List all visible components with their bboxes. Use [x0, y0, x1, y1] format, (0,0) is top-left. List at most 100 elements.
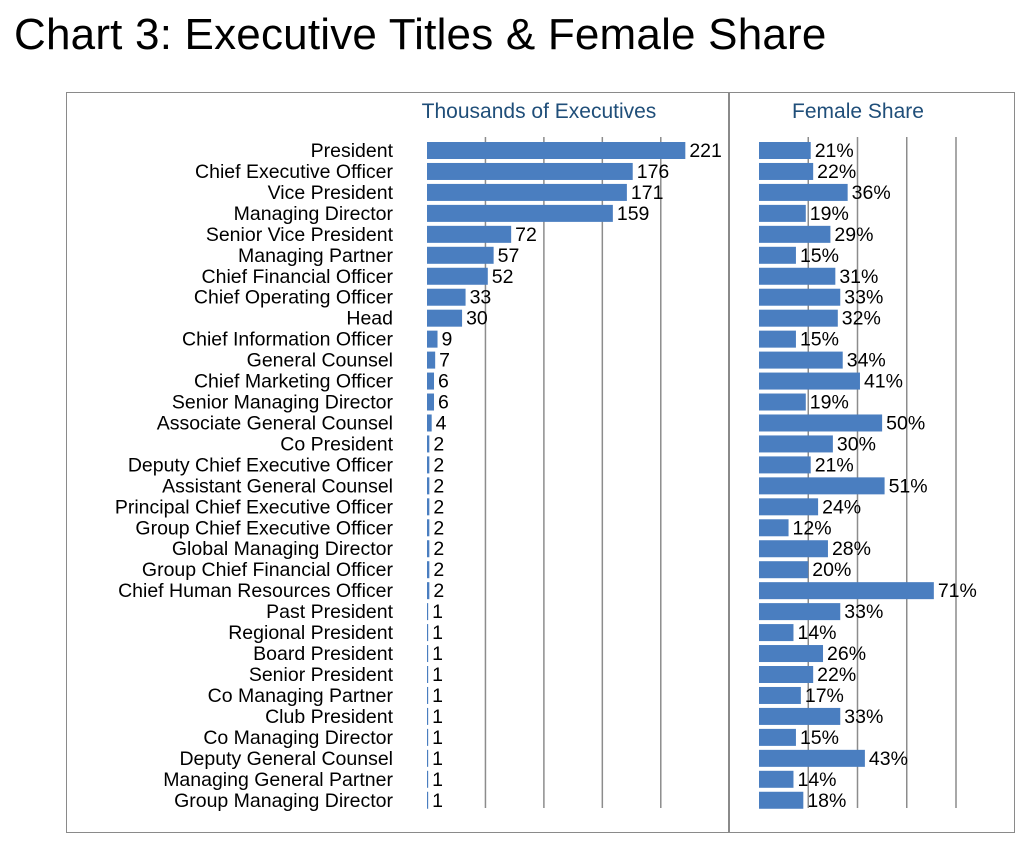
category-label: Head: [346, 308, 393, 330]
category-label: Principal Chief Executive Officer: [115, 496, 394, 518]
female-share-value-label: 41%: [864, 371, 903, 393]
executives-bar: [427, 393, 435, 411]
executives-value-label: 1: [432, 790, 443, 812]
female-share-value-label: 18%: [807, 790, 846, 812]
executives-value-label: 52: [492, 266, 514, 288]
female-share-bar: [759, 540, 828, 558]
female-share-bar: [759, 225, 831, 243]
page-title: Chart 3: Executive Titles & Female Share: [14, 10, 827, 59]
executives-bar: [427, 582, 430, 600]
executives-bar: [427, 414, 432, 432]
executives-value-label: 221: [689, 140, 722, 162]
female-share-value-label: 15%: [800, 245, 839, 267]
executives-value-label: 1: [432, 622, 443, 644]
female-share-value-label: 71%: [938, 580, 977, 602]
executives-value-label: 1: [432, 664, 443, 686]
female-share-panel-title: Female Share: [792, 100, 924, 123]
executives-value-label: 7: [439, 350, 450, 372]
category-label: Senior Vice President: [206, 224, 394, 246]
female-share-bar: [759, 791, 804, 809]
category-label: Managing Director: [234, 203, 394, 225]
category-label: Chief Human Resources Officer: [118, 580, 393, 602]
female-share-value-label: 31%: [839, 266, 878, 288]
executives-value-label: 2: [433, 517, 444, 539]
executives-value-label: 1: [432, 601, 443, 623]
executives-bar: [427, 686, 429, 704]
female-share-value-label: 51%: [889, 475, 928, 497]
executives-value-label: 2: [433, 538, 444, 560]
female-share-value-label: 12%: [793, 517, 832, 539]
female-share-bar: [759, 686, 801, 704]
executives-bar: [427, 728, 429, 746]
executives-value-label: 9: [442, 329, 453, 351]
executives-bar: [427, 645, 429, 663]
executives-bar: [427, 456, 430, 474]
executives-value-label: 57: [498, 245, 520, 267]
female-share-value-label: 21%: [815, 140, 854, 162]
category-label: Chief Marketing Officer: [194, 371, 394, 393]
female-share-bar: [759, 770, 794, 788]
female-share-value-label: 36%: [852, 182, 891, 204]
category-label: Senior Managing Director: [172, 392, 394, 414]
executives-bar: [427, 791, 429, 809]
executives-value-label: 2: [433, 580, 444, 602]
female-share-bar: [759, 183, 848, 201]
category-label: Senior President: [249, 664, 394, 686]
executives-bar: [427, 372, 435, 390]
female-share-value-label: 50%: [886, 412, 925, 434]
executives-value-label: 1: [432, 769, 443, 791]
female-share-value-label: 33%: [844, 706, 883, 728]
executives-value-label: 1: [432, 706, 443, 728]
female-share-bar: [759, 267, 836, 285]
female-share-value-label: 22%: [817, 664, 856, 686]
female-share-bar: [759, 582, 934, 600]
executives-value-label: 72: [515, 224, 537, 246]
female-share-value-label: 29%: [834, 224, 873, 246]
executives-bar: [427, 204, 613, 222]
female-share-value-label: 33%: [844, 287, 883, 309]
category-label: Board President: [253, 643, 393, 665]
panel-divider: [728, 92, 730, 833]
female-share-bar: [759, 749, 865, 767]
executives-bar: [427, 309, 463, 327]
executives-value-label: 2: [433, 496, 444, 518]
female-share-bar: [759, 645, 824, 663]
category-label: Co Managing Partner: [208, 685, 394, 707]
executives-bar: [427, 267, 488, 285]
executives-bar: [427, 288, 466, 306]
executives-value-label: 2: [433, 475, 444, 497]
female-share-bar: [759, 707, 841, 725]
category-label: General Counsel: [247, 350, 393, 372]
female-share-bar: [759, 477, 885, 495]
female-share-value-label: 28%: [832, 538, 871, 560]
executives-value-label: 176: [637, 161, 670, 183]
category-label: Co President: [280, 433, 393, 455]
executives-value-label: 2: [433, 433, 444, 455]
executives-bar: [427, 498, 430, 516]
category-label: Associate General Counsel: [157, 412, 393, 434]
category-label: Past President: [266, 601, 393, 623]
female-share-bar: [759, 624, 794, 642]
female-share-value-label: 24%: [822, 496, 861, 518]
female-share-bar: [759, 204, 806, 222]
female-share-value-label: 33%: [844, 601, 883, 623]
female-share-bar: [759, 330, 796, 348]
female-share-value-label: 19%: [810, 203, 849, 225]
executives-bar: [427, 162, 633, 180]
category-label: Chief Financial Officer: [202, 266, 394, 288]
category-label: Group Chief Executive Officer: [135, 517, 393, 539]
executives-bar: [427, 624, 429, 642]
female-share-value-label: 17%: [805, 685, 844, 707]
executives-bar: [427, 142, 686, 159]
category-label: Deputy General Counsel: [179, 748, 393, 770]
category-label: Club President: [265, 706, 393, 728]
female-share-value-label: 34%: [847, 350, 886, 372]
executives-bar: [427, 246, 494, 264]
executives-bar: [427, 707, 429, 725]
category-label: Global Managing Director: [172, 538, 394, 560]
category-label: Chief Operating Officer: [194, 287, 394, 309]
executives-bar: [427, 330, 438, 348]
category-label: Group Chief Financial Officer: [142, 559, 394, 581]
category-label: Vice President: [268, 182, 394, 204]
